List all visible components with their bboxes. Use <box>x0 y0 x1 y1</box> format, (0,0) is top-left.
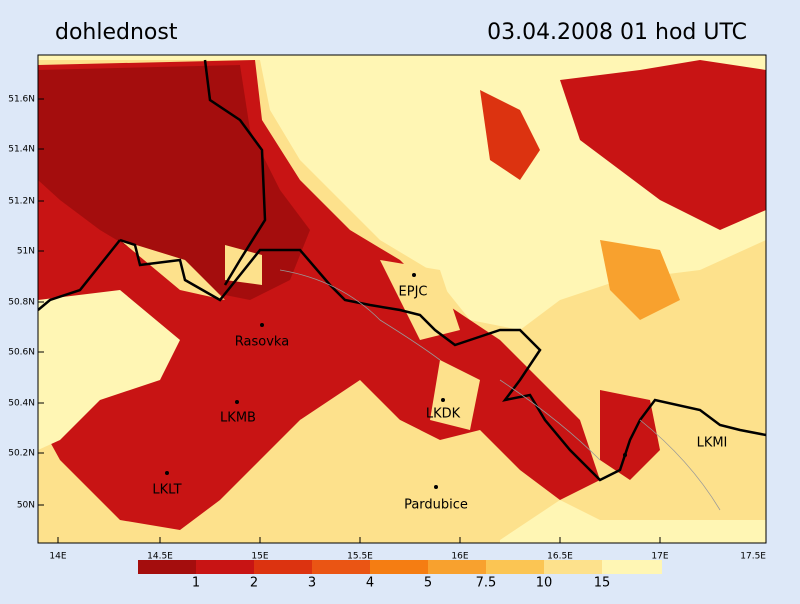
station-label: LKDK <box>426 407 461 422</box>
station-label: EPJC <box>399 285 428 300</box>
legend-swatch <box>196 560 254 574</box>
legend-label: 4 <box>366 576 374 591</box>
lat-label: 51N <box>17 247 35 257</box>
station-dot <box>434 485 438 489</box>
legend-label: 3 <box>308 576 316 591</box>
station-dot <box>412 273 416 277</box>
map-frame <box>37 54 767 544</box>
station-label: LKMI <box>697 436 728 451</box>
visibility-field <box>38 55 766 543</box>
station-label: LKLT <box>152 483 181 498</box>
lon-label: 16.5E <box>547 552 573 562</box>
lat-label: 50.2N <box>8 449 35 459</box>
legend-swatch <box>254 560 312 574</box>
lat-label: 51.2N <box>8 197 35 207</box>
timestamp: 03.04.2008 01 hod UTC <box>487 20 747 45</box>
lon-label: 15E <box>251 552 268 562</box>
legend-label: 2 <box>250 576 258 591</box>
lat-label: 51.6N <box>8 95 35 105</box>
lat-label: 50.8N <box>8 298 35 308</box>
legend-label: 5 <box>424 576 432 591</box>
legend-swatch <box>312 560 370 574</box>
lat-label: 50.6N <box>8 348 35 358</box>
legend-swatch <box>138 560 196 574</box>
station-dot <box>441 398 445 402</box>
station-dot <box>623 453 627 457</box>
legend-label: 15 <box>594 576 611 591</box>
legend-swatch <box>544 560 602 574</box>
station-dot <box>165 471 169 475</box>
lat-label: 50.4N <box>8 399 35 409</box>
lon-label: 16E <box>451 552 468 562</box>
lon-label: 17.5E <box>740 552 766 562</box>
legend-label: 7.5 <box>476 576 497 591</box>
legend-swatch <box>486 560 544 574</box>
station-dot <box>235 400 239 404</box>
lon-label: 14E <box>49 552 66 562</box>
lat-label: 50N <box>17 501 35 511</box>
lon-label: 15.5E <box>347 552 373 562</box>
station-label: Pardubice <box>404 498 468 513</box>
legend-swatch <box>602 560 662 574</box>
legend-swatch <box>370 560 428 574</box>
lon-label: 14.5E <box>147 552 173 562</box>
station-dot <box>260 323 264 327</box>
station-label: LKMB <box>220 411 256 426</box>
map-title: dohlednost <box>55 20 178 45</box>
lon-label: 17E <box>651 552 668 562</box>
lat-label: 51.4N <box>8 145 35 155</box>
legend-label: 1 <box>192 576 200 591</box>
station-label: Rasovka <box>235 335 289 350</box>
legend-swatch <box>428 560 486 574</box>
legend-label: 10 <box>536 576 553 591</box>
